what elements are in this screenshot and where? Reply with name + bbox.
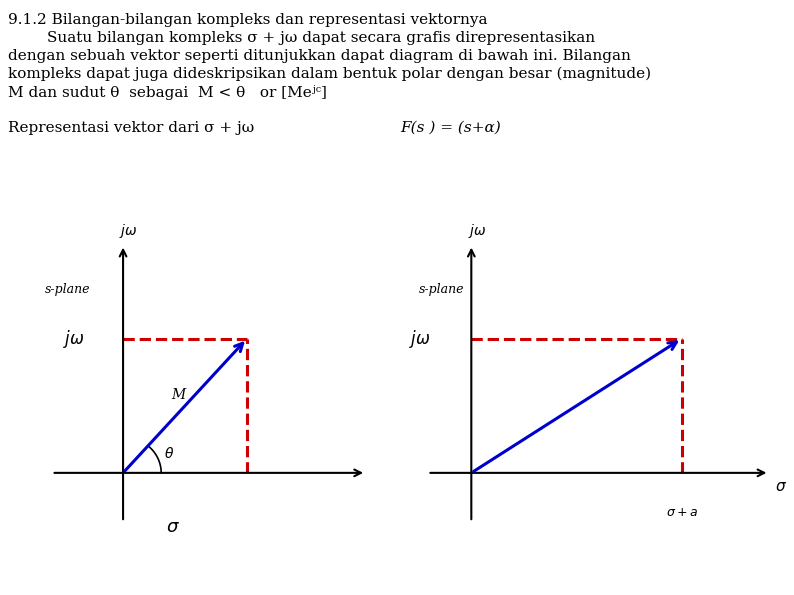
Text: $\theta$: $\theta$ <box>164 446 174 461</box>
Text: 9.1.2 Bilangan-bilangan kompleks dan representasi vektornya: 9.1.2 Bilangan-bilangan kompleks dan rep… <box>8 13 488 27</box>
Text: $j\omega$: $j\omega$ <box>409 328 430 350</box>
Text: $j\omega$: $j\omega$ <box>64 328 85 350</box>
Text: s-plane: s-plane <box>418 283 464 296</box>
Text: $j\omega$: $j\omega$ <box>118 223 137 240</box>
Text: M dan sudut θ  sebagai  M < θ   or [Meʲᶜ]: M dan sudut θ sebagai M < θ or [Meʲᶜ] <box>8 85 327 100</box>
Text: M: M <box>172 388 186 402</box>
Text: F(s ) = (s+α): F(s ) = (s+α) <box>400 121 501 135</box>
Text: s-plane: s-plane <box>44 283 90 296</box>
Text: kompleks dapat juga dideskripsikan dalam bentuk polar dengan besar (magnitude): kompleks dapat juga dideskripsikan dalam… <box>8 67 651 82</box>
Text: Suatu bilangan kompleks σ + jω dapat secara grafis direpresentasikan: Suatu bilangan kompleks σ + jω dapat sec… <box>8 31 596 45</box>
Text: $j\omega$: $j\omega$ <box>468 223 487 240</box>
Text: dengan sebuah vektor seperti ditunjukkan dapat diagram di bawah ini. Bilangan: dengan sebuah vektor seperti ditunjukkan… <box>8 49 631 63</box>
Text: $\sigma + a$: $\sigma + a$ <box>665 506 698 519</box>
Text: $\sigma$: $\sigma$ <box>775 480 787 494</box>
Text: $\sigma$: $\sigma$ <box>166 518 179 536</box>
Text: Representasi vektor dari σ + jω: Representasi vektor dari σ + jω <box>8 121 254 135</box>
